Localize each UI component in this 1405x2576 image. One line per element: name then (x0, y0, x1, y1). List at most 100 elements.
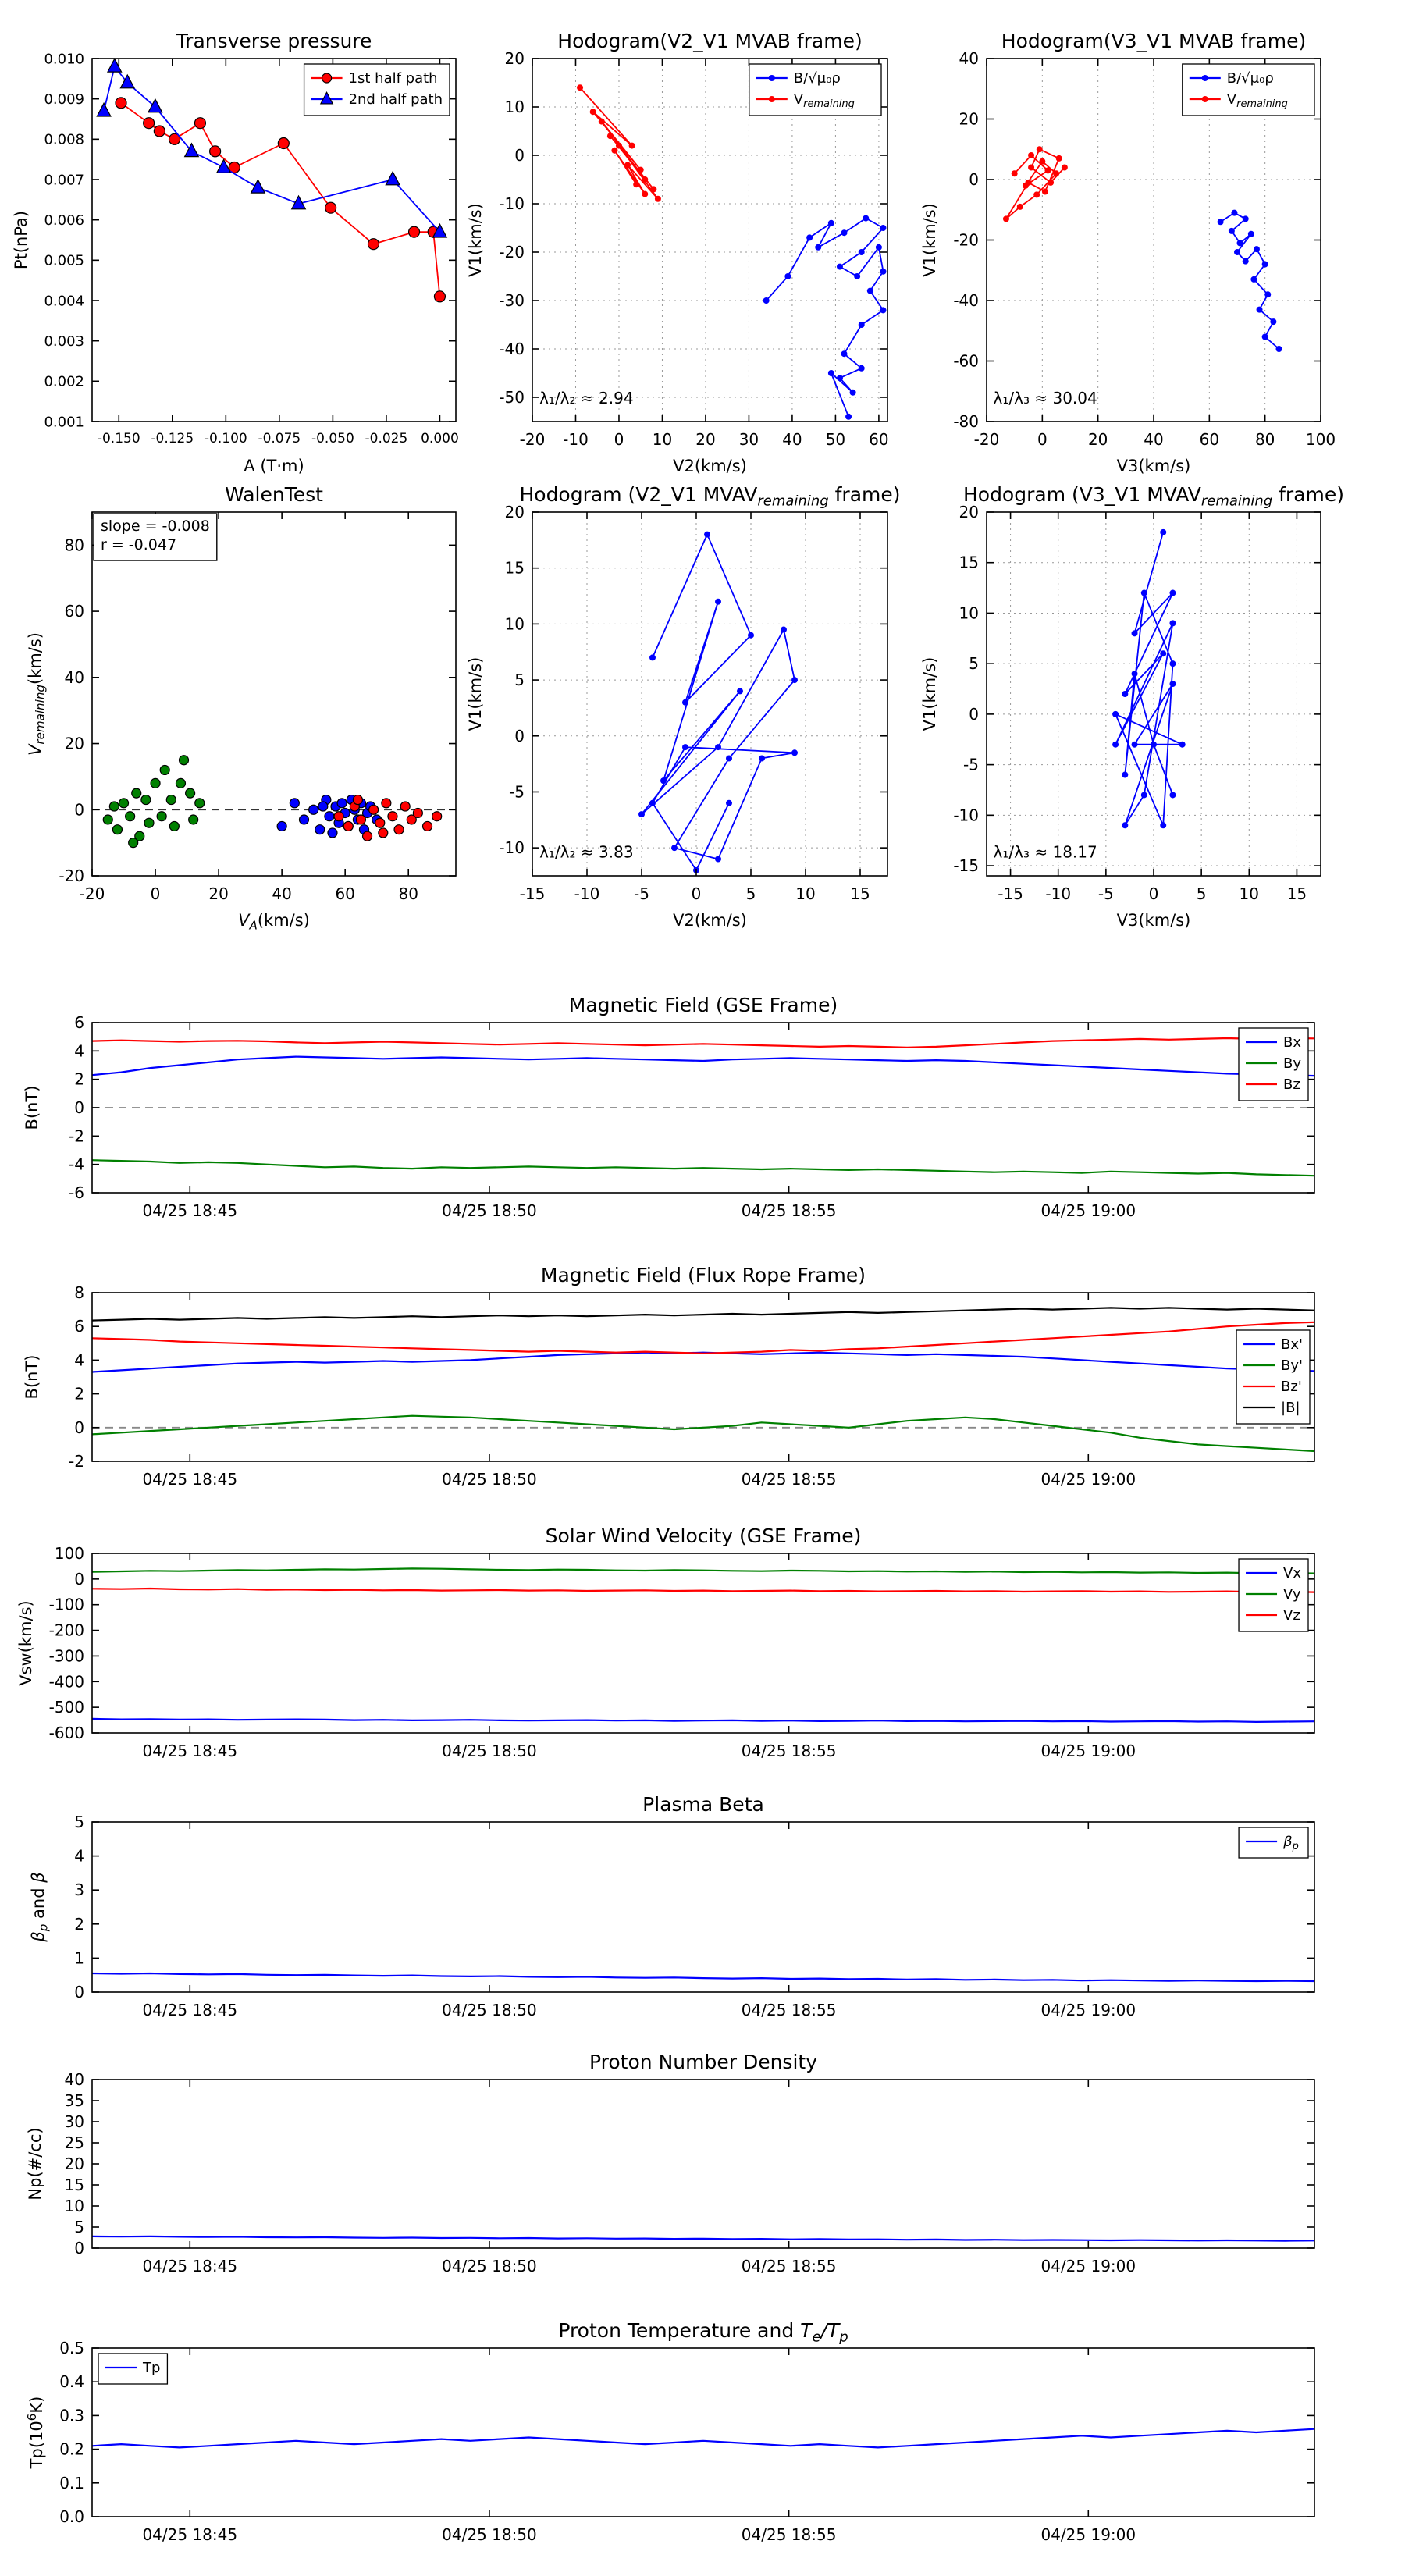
x-tick-label: 04/25 19:00 (1040, 1742, 1136, 1760)
legend-label: Bz' (1281, 1379, 1302, 1395)
x-tick-label: 04/25 18:50 (442, 2257, 537, 2275)
series-walen-red (333, 794, 443, 841)
legend: Bx' By' Bz' |B| (1236, 1329, 1311, 1425)
x-axis-label: A (T·m) (244, 457, 304, 475)
y-tick-label: -2 (69, 1452, 84, 1471)
legend-label: Vremaining (794, 91, 855, 110)
y-tick-label: 40 (959, 49, 979, 68)
grid-lines (987, 511, 1321, 876)
chart-title: Hodogram(V2_V1 MVAB frame) (557, 30, 862, 52)
y-tick-label: 0 (514, 727, 525, 745)
series-by-prime (91, 1414, 1315, 1453)
y-tick-label: 0.2 (59, 2440, 84, 2459)
y-axis-label: Np(#/cc) (26, 2127, 44, 2200)
y-tick-label: 100 (55, 1544, 84, 1563)
y-tick-label: -10 (499, 194, 525, 213)
legend-label: |B| (1281, 1400, 1300, 1416)
series-b-alfven (1217, 209, 1282, 352)
series-np (91, 2235, 1315, 2242)
y-tick-label: -500 (49, 1698, 84, 1717)
x-tick-label: -0.050 (311, 431, 354, 447)
axes-frame (91, 2079, 1315, 2249)
x-tick-label: 04/25 18:50 (442, 2001, 537, 2019)
x-tick-label: 04/25 19:00 (1040, 2001, 1136, 2019)
x-tick-label: 04/25 18:45 (142, 2525, 237, 2544)
x-tick-label: 60 (1200, 430, 1219, 449)
y-tick-label: 0.002 (44, 374, 84, 390)
y-tick-label: 10 (505, 614, 525, 633)
axis-ticks: -20 0 20 40 60 80 100 -80 -60 -40 -20 0 20 40 (953, 49, 1336, 449)
x-tick-label: 04/25 18:55 (742, 2257, 837, 2275)
y-axis-label: B(nT) (23, 1086, 41, 1130)
x-tick-label: 04/25 18:45 (142, 1470, 237, 1489)
y-tick-label: 0 (969, 170, 979, 189)
x-tick-label: 10 (795, 884, 815, 903)
y-tick-label: 5 (969, 654, 979, 673)
x-tick-label: -10 (1045, 884, 1071, 903)
series-b-magnitude (91, 1307, 1315, 1322)
y-tick-label: 6 (74, 1013, 84, 1032)
x-tick-label: 04/25 18:55 (742, 1742, 837, 1760)
y-tick-label: 4 (74, 1041, 84, 1060)
y-tick-label: -20 (59, 866, 84, 885)
series-b-alfven (763, 215, 887, 420)
legend-label: Tp (142, 2360, 160, 2376)
chart-title: Transverse pressure (176, 30, 372, 52)
y-tick-label: -60 (953, 352, 979, 371)
x-axis-label: VA(km/s) (238, 911, 310, 933)
x-tick-label: 10 (1240, 884, 1259, 903)
series-v-remaining-path (1112, 528, 1186, 829)
x-tick-label: -15 (998, 884, 1023, 903)
x-axis-label: V2(km/s) (673, 911, 747, 930)
axes-frame (91, 1821, 1315, 1993)
chart-transverse-pressure: -0.150 -0.125 -0.100 -0.075 -0.050 -0.025 0.00… (12, 30, 459, 475)
x-tick-label: 04/25 18:50 (442, 1470, 537, 1489)
x-tick-label: 50 (826, 430, 845, 449)
y-tick-label: 0.5 (59, 2339, 84, 2357)
axis-ticks: -15 -10 -5 0 5 10 15 -10 -5 0 5 10 15 20 (499, 503, 887, 903)
series-2nd-half-path (96, 58, 448, 238)
y-tick-label: 10 (505, 98, 525, 116)
legend-label: βp (1282, 1834, 1299, 1852)
y-tick-label: 0 (74, 1983, 84, 2001)
series-bx-prime (91, 1351, 1315, 1373)
axis-ticks: 04/25 18:45 04/25 18:50 04/25 18:55 04/25 1… (49, 1544, 1314, 1760)
chart-walen-test: -20 0 20 40 60 80 -20 0 20 40 60 80 WalenTest VA(km/s… (26, 483, 457, 933)
y-tick-label: 20 (959, 110, 979, 129)
x-tick-label: -5 (634, 884, 649, 903)
x-tick-label: -0.125 (151, 431, 194, 447)
y-tick-label: 80 (65, 535, 84, 554)
legend: Vx Vy Vz (1238, 1558, 1309, 1632)
chart-hodogram-v2v1-mvab: -20 -10 0 10 20 30 40 50 60 -50 -40 -30 -20 -10 0 10 20 H… (466, 30, 889, 475)
series-walen-blue (276, 794, 382, 838)
annotation: λ₁/λ₃ ≈ 18.17 (994, 843, 1097, 862)
chart-solar-wind-velocity: 04/25 18:45 04/25 18:50 04/25 18:55 04/25 1… (16, 1525, 1315, 1760)
x-tick-label: 0 (1149, 884, 1159, 903)
y-tick-label: 20 (505, 49, 525, 68)
x-tick-label: 0 (1037, 430, 1048, 449)
x-tick-label: -0.025 (365, 431, 408, 447)
y-tick-label: 0.001 (44, 414, 84, 430)
legend-label: 2nd half path (349, 91, 443, 108)
series-v-remaining (1002, 146, 1068, 222)
y-tick-label: -5 (509, 782, 525, 801)
y-tick-label: -80 (953, 412, 979, 431)
axes-frame (532, 511, 888, 877)
x-tick-label: 20 (695, 430, 715, 449)
chart-magnetic-field-flux-rope: 04/25 18:45 04/25 18:50 04/25 18:55 04/25 1… (23, 1264, 1315, 1489)
legend: Bx By Bz (1238, 1027, 1309, 1101)
x-tick-label: 04/25 18:50 (442, 1742, 537, 1760)
y-tick-label: 1 (74, 1948, 84, 1967)
y-axis-label: V1(km/s) (920, 657, 939, 731)
y-tick-label: -10 (499, 838, 525, 857)
y-tick-label: 15 (505, 559, 525, 578)
x-tick-label: 0 (692, 884, 702, 903)
x-tick-label: 04/25 18:55 (742, 2525, 837, 2544)
x-tick-label: 30 (739, 430, 759, 449)
axis-ticks: -20 0 20 40 60 80 -20 0 20 40 60 80 (59, 512, 456, 903)
x-tick-label: -10 (574, 884, 600, 903)
axis-ticks: 04/25 18:45 04/25 18:50 04/25 18:55 04/25 1… (69, 1283, 1314, 1489)
legend-label: Bx' (1281, 1336, 1303, 1353)
